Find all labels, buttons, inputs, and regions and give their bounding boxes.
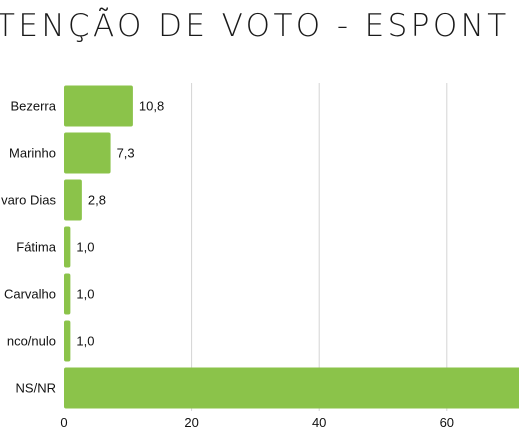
bar <box>64 367 519 409</box>
category-label: Bezerra <box>10 99 56 114</box>
x-tick-label: 0 <box>60 415 67 430</box>
data-label: 2,8 <box>88 193 106 208</box>
data-label: 10,8 <box>139 99 164 114</box>
chart-title: TENÇÃO DE VOTO - ESPONT <box>0 8 510 44</box>
bar <box>64 273 71 315</box>
bar <box>64 179 82 221</box>
category-label: Carvalho <box>4 287 56 302</box>
category-label: Fátima <box>16 240 57 255</box>
category-label: Marinho <box>9 146 56 161</box>
category-label: NS/NR <box>16 381 56 396</box>
bar <box>64 226 71 268</box>
x-tick-label: 60 <box>440 415 454 430</box>
category-label: nco/nulo <box>7 334 56 349</box>
data-label: 1,0 <box>76 334 94 349</box>
data-label: 7,3 <box>117 146 135 161</box>
category-label: varo Dias <box>1 193 56 208</box>
bar <box>64 320 71 362</box>
data-label: 1,0 <box>76 287 94 302</box>
x-tick-label: 20 <box>184 415 198 430</box>
bar <box>64 132 111 174</box>
x-tick-label: 40 <box>312 415 326 430</box>
bar <box>64 85 133 127</box>
data-label: 1,0 <box>76 240 94 255</box>
